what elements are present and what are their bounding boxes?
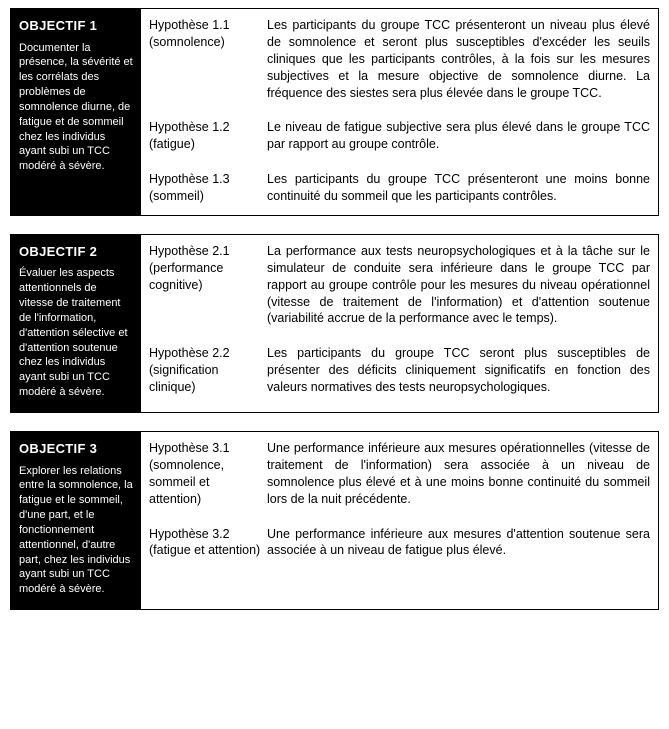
hypothesis-label: Hypothèse 1.1 (somnolence) [149,17,267,101]
hypothesis-text: Une performance inférieure aux mesures d… [267,526,650,560]
hypothesis-label: Hypothèse 2.2 (signification clinique) [149,345,267,396]
hypothesis-label: Hypothèse 1.3 (sommeil) [149,171,267,205]
hypothesis-text: La performance aux tests neuropsychologi… [267,243,650,327]
hypothesis-text: Les participants du groupe TCC seront pl… [267,345,650,396]
hypothesis-text: Les participants du groupe TCC présenter… [267,17,650,101]
objective-sidebar: OBJECTIF 1 Documenter la présence, la sé… [11,9,141,215]
objective-description: Explorer les relations entre la somnolen… [19,464,133,598]
objective-block-3: OBJECTIF 3 Explorer les relations entre … [10,431,659,610]
hypothesis-text: Le niveau de fatigue subjective sera plu… [267,119,650,153]
objective-sidebar: OBJECTIF 2 Évaluer les aspects attention… [11,235,141,412]
hypotheses-container: Hypothèse 1.1 (somnolence) Les participa… [141,9,658,215]
hypothesis-label: Hypothèse 3.1 (somnolence, sommeil et at… [149,440,267,508]
objective-title: OBJECTIF 2 [19,243,133,261]
objective-description: Évaluer les aspects attentionnels de vit… [19,266,133,400]
objective-title: OBJECTIF 3 [19,440,133,458]
hypothesis-row: Hypothèse 1.2 (fatigue) Le niveau de fat… [141,111,658,163]
objective-block-2: OBJECTIF 2 Évaluer les aspects attention… [10,234,659,413]
objective-description: Documenter la présence, la sévérité et l… [19,41,133,175]
hypothesis-row: Hypothèse 1.3 (sommeil) Les participants… [141,163,658,215]
objective-title: OBJECTIF 1 [19,17,133,35]
hypothesis-label: Hypothèse 2.1 (performance cognitive) [149,243,267,327]
hypothesis-row: Hypothèse 3.1 (somnolence, sommeil et at… [141,432,658,518]
hypothesis-row: Hypothèse 2.1 (performance cognitive) La… [141,235,658,337]
objective-block-1: OBJECTIF 1 Documenter la présence, la sé… [10,8,659,216]
hypothesis-text: Les participants du groupe TCC présenter… [267,171,650,205]
objective-sidebar: OBJECTIF 3 Explorer les relations entre … [11,432,141,609]
hypothesis-row: Hypothèse 2.2 (signification clinique) L… [141,337,658,406]
hypothesis-row: Hypothèse 1.1 (somnolence) Les participa… [141,9,658,111]
hypotheses-container: Hypothèse 3.1 (somnolence, sommeil et at… [141,432,658,609]
hypotheses-container: Hypothèse 2.1 (performance cognitive) La… [141,235,658,412]
hypothesis-text: Une performance inférieure aux mesures o… [267,440,650,508]
hypothesis-row: Hypothèse 3.2 (fatigue et attention) Une… [141,518,658,570]
hypothesis-label: Hypothèse 1.2 (fatigue) [149,119,267,153]
hypothesis-label: Hypothèse 3.2 (fatigue et attention) [149,526,267,560]
